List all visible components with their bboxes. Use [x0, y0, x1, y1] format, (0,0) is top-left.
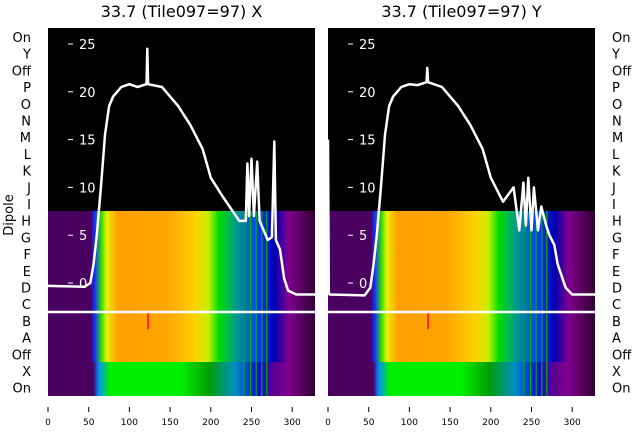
y-tick-label: 25: [79, 38, 96, 53]
row-label: M: [612, 131, 623, 146]
row-label: On: [612, 31, 630, 46]
x-tick-label: 0: [45, 418, 51, 428]
y-axis-label: Dipole: [2, 194, 17, 235]
row-label: X: [612, 365, 621, 380]
heatmap-upper: [328, 211, 595, 362]
plot-background: [328, 28, 595, 211]
x-tick-label: 250: [243, 418, 260, 428]
series-line-y: [328, 66, 595, 297]
x-tick-label: 100: [401, 418, 418, 428]
heatmap-stripe: [243, 211, 245, 396]
heatmap-marker: [427, 313, 429, 329]
x-tick-label: 0: [325, 418, 331, 428]
row-label: C: [22, 298, 31, 313]
row-label: H: [612, 215, 622, 230]
y-tick-label: 5: [79, 229, 87, 244]
x-tick-label: 250: [523, 418, 540, 428]
row-label: E: [23, 265, 31, 280]
row-label: A: [22, 332, 31, 347]
y-tick-label: 20: [359, 86, 376, 101]
plot-background: [48, 28, 315, 211]
row-label: J: [26, 181, 31, 196]
heatmap-stripe: [255, 211, 257, 396]
panel-title: 33.7 (Tile097=97) Y: [381, 2, 542, 21]
row-label: L: [612, 148, 620, 163]
row-label: N: [21, 115, 31, 130]
row-label: N: [612, 115, 622, 130]
row-label: G: [21, 231, 31, 246]
heatmap-stripe: [523, 211, 525, 396]
row-label: On: [13, 382, 31, 397]
heatmap-stripe: [249, 211, 252, 396]
row-label: E: [612, 265, 620, 280]
row-label: K: [22, 165, 31, 180]
y-tick-label: 5: [359, 229, 367, 244]
row-label: Off: [612, 348, 632, 363]
heatmap-stripe: [535, 211, 537, 396]
heatmap-stripe: [266, 211, 268, 396]
row-label: O: [21, 98, 31, 113]
row-label: Off: [12, 348, 32, 363]
x-tick-label: 100: [121, 418, 138, 428]
row-label: K: [612, 165, 621, 180]
x-tick-label: 50: [363, 418, 375, 428]
row-label: On: [612, 382, 630, 397]
row-label: B: [22, 315, 31, 330]
row-label: On: [13, 31, 31, 46]
row-label: J: [611, 181, 616, 196]
heatmap-lower: [328, 362, 595, 396]
x-tick-label: 200: [482, 418, 499, 428]
row-label: B: [612, 315, 621, 330]
series-line-x: [48, 47, 315, 296]
y-tick-label: 15: [79, 134, 96, 149]
row-label: P: [23, 81, 31, 96]
row-label: Y: [611, 48, 620, 63]
row-label: A: [612, 332, 621, 347]
row-label: F: [24, 248, 31, 263]
x-tick-label: 50: [83, 418, 95, 428]
panel-title: 33.7 (Tile097=97) X: [101, 2, 263, 21]
x-tick-label: 150: [442, 418, 459, 428]
row-label: P: [612, 81, 620, 96]
row-label: L: [24, 148, 32, 163]
row-label: C: [612, 298, 621, 313]
y-tick-label: 15: [359, 134, 376, 149]
row-label: D: [612, 282, 622, 297]
heatmap-stripe: [541, 211, 543, 396]
heatmap-stripe: [546, 211, 548, 396]
y-tick-label: 10: [79, 181, 96, 196]
heatmap-stripe: [529, 211, 532, 396]
row-label: H: [21, 215, 31, 230]
row-label: G: [612, 231, 622, 246]
y-tick-label: 0: [359, 277, 367, 292]
heatmap-upper: [48, 211, 315, 362]
row-label: Off: [612, 64, 632, 79]
y-tick-label: 10: [359, 181, 376, 196]
row-label: M: [20, 131, 31, 146]
y-tick-label: 0: [79, 277, 87, 292]
row-label: I: [27, 198, 31, 213]
row-label: O: [612, 98, 622, 113]
heatmap-stripe: [261, 211, 263, 396]
row-label: D: [21, 282, 31, 297]
row-label: Off: [12, 64, 32, 79]
heatmap-marker: [147, 313, 149, 329]
y-tick-label: 20: [79, 86, 96, 101]
row-label: X: [22, 365, 31, 380]
row-label: Y: [22, 48, 31, 63]
heatmap-lower: [48, 362, 315, 396]
y-tick-label: 25: [359, 38, 376, 53]
row-label: F: [612, 248, 619, 263]
x-tick-label: 150: [162, 418, 179, 428]
x-tick-label: 300: [564, 418, 581, 428]
x-tick-label: 200: [202, 418, 219, 428]
row-label: I: [612, 198, 616, 213]
x-tick-label: 300: [284, 418, 301, 428]
